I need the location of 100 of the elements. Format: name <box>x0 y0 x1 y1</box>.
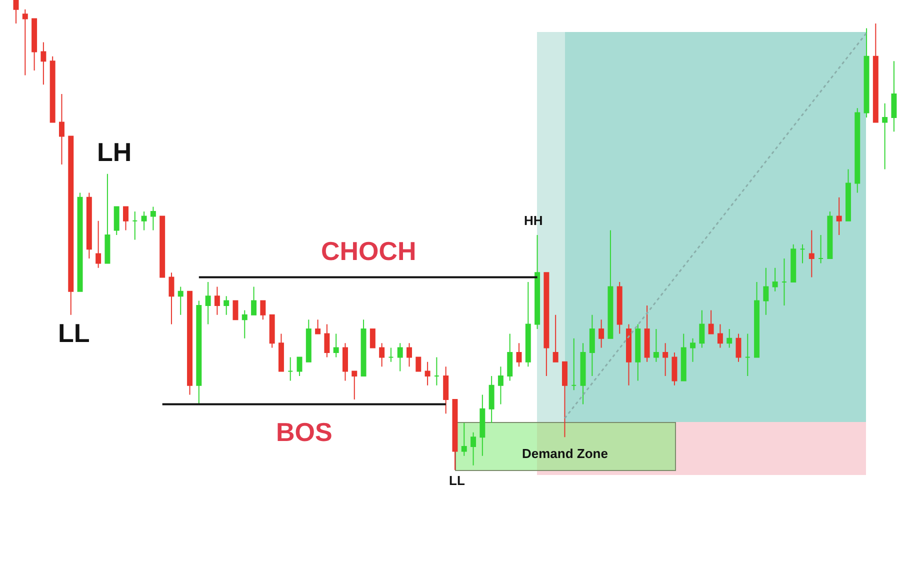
candlestick <box>296 356 302 377</box>
candlestick <box>123 206 128 231</box>
annotation: HH <box>524 213 543 228</box>
candlestick <box>13 0 19 24</box>
candlestick <box>644 305 650 362</box>
candlestick <box>32 18 38 71</box>
candlestick <box>598 319 604 348</box>
annotation: LH <box>97 137 132 167</box>
candlestick <box>680 333 686 382</box>
candlestick <box>744 333 750 377</box>
candlestick <box>416 356 422 372</box>
candlestick <box>205 282 211 325</box>
candlestick <box>699 310 705 348</box>
candlestick <box>653 328 659 362</box>
candlestick <box>882 102 888 170</box>
candlestick <box>608 230 614 339</box>
candlestick <box>470 432 476 466</box>
candlestick <box>891 60 897 132</box>
candlestick <box>836 196 842 236</box>
candlestick <box>589 314 595 377</box>
candlestick <box>507 333 513 382</box>
candlestick <box>40 42 46 86</box>
candlestick <box>571 338 577 391</box>
candlestick <box>854 108 860 194</box>
candlestick <box>808 230 814 278</box>
candlestick <box>736 333 742 362</box>
candlestick <box>68 136 74 316</box>
text: LL <box>449 473 465 488</box>
candlestick <box>370 328 376 348</box>
candlestick <box>534 234 540 330</box>
candlestick <box>443 366 449 414</box>
candlestick <box>662 342 668 377</box>
candlestick <box>424 361 430 386</box>
candlestick <box>260 300 266 320</box>
candlestick <box>333 333 339 358</box>
candlestick <box>498 366 504 405</box>
candlestick <box>96 220 102 268</box>
candlestick <box>544 272 550 377</box>
candlestick <box>214 286 220 316</box>
candlestick <box>288 356 294 382</box>
candlestick <box>525 282 531 368</box>
candlestick <box>726 328 732 348</box>
candlestick <box>77 192 83 292</box>
candlestick <box>488 376 494 424</box>
candlestick <box>846 168 851 222</box>
candlestick <box>434 356 440 386</box>
series-label: BOS <box>276 417 332 447</box>
candlestick <box>562 361 568 438</box>
candlestick <box>864 28 870 118</box>
candlestick <box>800 244 806 264</box>
candlestick <box>86 192 92 260</box>
candlestick <box>781 258 787 306</box>
series-label: CHOCH <box>321 236 416 266</box>
candlestick <box>790 244 796 283</box>
candlestick <box>379 342 385 368</box>
candlestick <box>168 272 174 325</box>
candlestick <box>772 267 778 292</box>
candlestick <box>269 314 275 348</box>
candlestick <box>672 352 678 386</box>
candlestick <box>690 338 696 362</box>
candlestick <box>452 399 458 471</box>
candlestick <box>461 422 467 456</box>
candlestick <box>104 173 110 264</box>
candlestick <box>872 23 878 123</box>
candlestick <box>114 206 120 236</box>
candlestick <box>306 319 312 362</box>
candlestick <box>480 394 486 456</box>
annotation: Demand Zone <box>522 446 608 461</box>
candlestick <box>141 211 147 231</box>
candlestick <box>58 94 64 166</box>
candlestick <box>160 216 166 278</box>
candlestick <box>187 290 193 396</box>
candlestick <box>360 319 366 377</box>
candlestick <box>242 310 248 339</box>
candlestick <box>50 56 56 123</box>
candlestick <box>763 267 769 316</box>
candlestick <box>827 211 833 260</box>
candlestick <box>352 370 358 400</box>
candlestick <box>626 324 632 386</box>
candlestick <box>388 347 394 362</box>
candlestick <box>406 342 412 368</box>
candlestick <box>580 342 586 405</box>
candlestick <box>196 300 202 405</box>
candlestick <box>278 333 284 372</box>
candlestick <box>315 319 321 334</box>
candlestick <box>516 342 522 368</box>
candlestick <box>552 314 558 362</box>
candlestick <box>150 206 156 231</box>
candlestick <box>754 282 760 358</box>
candlestick <box>22 8 28 76</box>
candlestick <box>717 324 723 348</box>
candlestick <box>708 310 714 334</box>
candlestick <box>224 296 230 316</box>
candlestick <box>132 211 138 240</box>
candlestick <box>616 282 622 334</box>
candlestick <box>324 324 330 358</box>
candlestick <box>342 342 348 382</box>
candlestick <box>397 342 403 372</box>
candlestick <box>818 234 824 264</box>
candlestick <box>178 286 184 316</box>
